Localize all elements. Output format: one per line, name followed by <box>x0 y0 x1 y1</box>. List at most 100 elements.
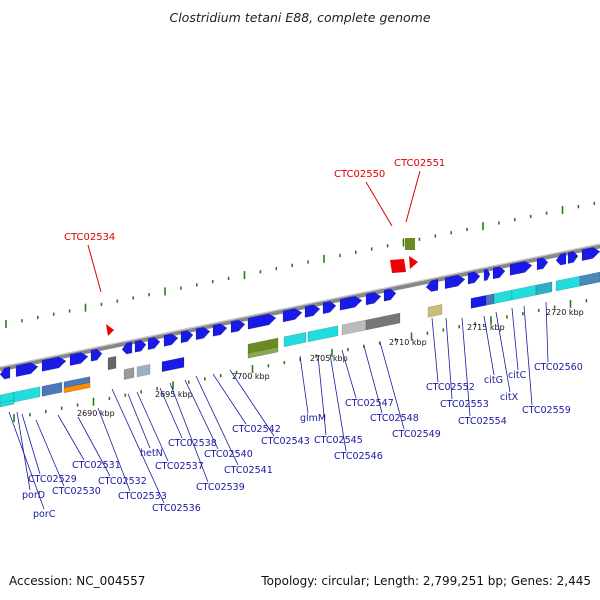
gene-arrow <box>163 333 179 347</box>
gene-leader <box>545 301 549 363</box>
gene-arrow <box>581 247 600 262</box>
scale-label: 2700 kbp <box>232 372 270 381</box>
gene-block <box>555 275 581 292</box>
gene-leader <box>8 411 45 510</box>
gene-block <box>63 382 91 394</box>
highlight-leader <box>365 181 393 227</box>
gene-arrow <box>567 251 579 264</box>
gene-arrow <box>147 337 161 351</box>
gene-label: CTC02538 <box>168 438 217 449</box>
gene-arrow <box>0 366 11 380</box>
gene-arrow <box>322 301 337 315</box>
gene-leader <box>431 317 439 383</box>
gene-label: CTC02541 <box>224 465 273 476</box>
gene-leader <box>511 307 519 371</box>
label-leaders <box>8 170 549 510</box>
highlight-label: CTC02551 <box>394 158 445 169</box>
feature-track <box>0 238 600 408</box>
gene-label: CTC02553 <box>440 399 489 410</box>
gene-arrow <box>134 339 147 353</box>
backbone-line <box>0 243 600 372</box>
gene-arrow <box>230 319 246 333</box>
gene-label: citX <box>500 392 519 403</box>
gene-leader <box>111 388 165 504</box>
gene-block <box>535 281 553 296</box>
gene-leader <box>35 419 65 487</box>
map-title: Clostridium tetani E88, complete genome <box>169 10 431 25</box>
gene-arrow <box>483 268 491 282</box>
scale-label: 2710 kbp <box>389 338 427 347</box>
gene-label: hetN <box>140 448 163 459</box>
highlight-feature <box>106 324 114 336</box>
gene-leader <box>212 373 247 425</box>
gene-arrow <box>212 323 228 337</box>
gene-leader <box>97 407 131 492</box>
gene-block <box>136 363 151 378</box>
gene-label: glmM <box>300 413 326 424</box>
gene-arrow <box>425 278 439 292</box>
gene-leader <box>379 341 405 430</box>
gene-leader <box>57 414 85 461</box>
gene-label: CTC02549 <box>392 429 441 440</box>
gene-label: porC <box>33 509 56 520</box>
highlight-label: CTC02550 <box>334 169 385 180</box>
highlight-feature <box>409 256 418 269</box>
outer-tick-ring <box>5 201 596 328</box>
gene-block <box>307 325 339 343</box>
gene-block <box>0 399 15 408</box>
gene-leader <box>136 391 169 462</box>
gene-arrow <box>282 308 303 323</box>
gene-label: CTC02552 <box>426 382 475 393</box>
gene-arrow <box>365 292 382 306</box>
gene-arrow <box>536 257 549 271</box>
gene-label: CTC02560 <box>534 362 583 373</box>
gene-arrow <box>444 274 466 290</box>
gene-leader <box>159 387 183 439</box>
inner-tick-ring <box>13 299 588 422</box>
gene-block <box>493 289 513 305</box>
gene-arrow <box>467 271 481 285</box>
gene-leader <box>195 375 239 466</box>
gene-leader <box>169 382 209 483</box>
gene-arrow <box>304 304 321 318</box>
gene-label: CTC02540 <box>204 449 253 460</box>
gene-block <box>283 331 307 348</box>
gene-arrow <box>247 313 277 330</box>
gene-leader <box>495 311 511 393</box>
gene-label: CTC02543 <box>261 436 310 447</box>
gene-label: CTC02539 <box>196 482 245 493</box>
gene-block <box>13 386 41 403</box>
gene-block <box>365 312 401 331</box>
gene-label: CTC02554 <box>458 416 507 427</box>
gene-block <box>485 293 495 306</box>
gene-arrow <box>492 266 506 280</box>
highlight-label: CTC02534 <box>64 232 115 243</box>
gene-leader <box>461 317 471 417</box>
gene-leader <box>21 413 41 475</box>
gene-leader <box>317 355 327 436</box>
gene-leader <box>184 379 219 450</box>
gene-arrow <box>339 295 363 311</box>
accession-text: Accession: NC_004557 <box>9 574 146 588</box>
gene-block <box>341 319 367 336</box>
gene-arrow <box>41 356 67 372</box>
backbone-highlight <box>0 243 600 368</box>
gene-label: CTC02542 <box>232 424 281 435</box>
gene-label: CTC02545 <box>314 435 363 446</box>
gene-leader <box>329 353 347 452</box>
gene-arrow <box>15 362 39 378</box>
gene-leader <box>229 369 275 437</box>
gene-block <box>107 355 117 371</box>
gene-leader <box>16 411 31 491</box>
gene-block <box>470 295 487 309</box>
gene-block <box>247 346 279 359</box>
highlight-feature <box>405 238 415 250</box>
gene-label: CTC02546 <box>334 451 383 462</box>
gene-block <box>579 271 600 287</box>
gene-arrow <box>195 326 211 341</box>
gene-label: CTC02529 <box>28 474 77 485</box>
gene-arrow <box>121 341 133 355</box>
gene-block <box>161 356 185 373</box>
gene-block <box>123 367 135 380</box>
